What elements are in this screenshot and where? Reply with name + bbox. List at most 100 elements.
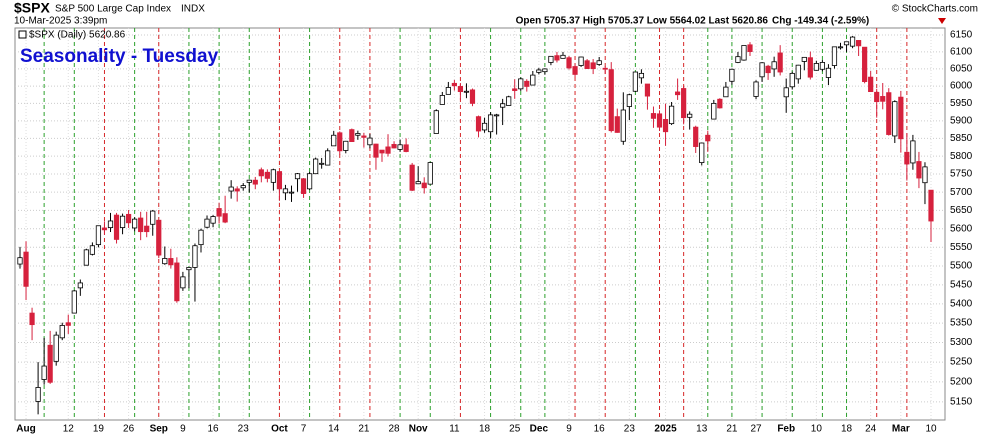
x-tick-label: 16	[207, 424, 219, 435]
x-tick-label: 23	[238, 424, 250, 435]
candle-body	[747, 44, 753, 52]
candle-body	[445, 87, 451, 95]
change: Chg -149.34 (-2.59%)	[772, 16, 869, 27]
candle-body	[512, 88, 518, 91]
x-tick-label: 10	[811, 424, 823, 435]
x-tick-label: 24	[865, 424, 877, 435]
x-tick-label: 2025	[654, 424, 677, 435]
candle-body	[331, 134, 337, 147]
x-tick-label: 27	[750, 424, 762, 435]
candle-body	[596, 60, 602, 65]
candle-body	[391, 144, 397, 149]
candle-body	[578, 56, 584, 66]
candle-body	[741, 45, 747, 61]
candle-body	[23, 251, 29, 287]
x-tick-label: 9	[180, 424, 186, 435]
candle-body	[132, 218, 138, 229]
candle-body	[560, 54, 566, 59]
x-tick-label: 23	[624, 424, 636, 435]
candle-body	[759, 62, 765, 78]
candle-body	[874, 91, 880, 103]
candle-body	[856, 40, 862, 47]
x-tick-label: 9	[566, 424, 572, 435]
candle-body	[572, 66, 578, 75]
y-tick-label: 5450	[950, 279, 973, 290]
x-tick-label: Mar	[892, 424, 910, 435]
candle-body	[825, 67, 832, 78]
candle-body	[192, 245, 198, 268]
candle-body	[831, 46, 838, 66]
x-tick-label: 13	[696, 424, 708, 435]
candle-body	[216, 208, 222, 217]
candle-body	[288, 191, 295, 194]
candle-body	[681, 88, 687, 119]
y-tick-label: 6150	[950, 30, 973, 41]
candle-body	[765, 65, 771, 74]
candle-body	[662, 119, 669, 133]
candle-body	[240, 185, 246, 189]
y-tick-label: 6050	[950, 64, 973, 75]
candle-body	[403, 144, 409, 152]
y-tick-label: 5650	[950, 205, 973, 216]
candle-body	[807, 57, 813, 78]
candle-body	[337, 132, 343, 152]
candle-body	[427, 162, 433, 185]
down-arrow	[938, 18, 946, 24]
candle-body	[35, 387, 41, 402]
candle-body	[524, 80, 530, 87]
candle-body	[904, 151, 910, 165]
quote: Open 5705.37 High 5705.37 Low 5564.02 La…	[516, 16, 769, 27]
candle-body	[656, 113, 663, 128]
candle-body	[264, 171, 270, 179]
candle-body	[892, 101, 898, 137]
candle-body	[668, 105, 675, 125]
index-name: S&P 500 Large Cap Index	[55, 4, 171, 15]
y-tick-label: 5150	[950, 396, 973, 407]
x-tick-label: 7	[301, 424, 307, 435]
candle-body	[47, 344, 53, 383]
candle-body	[89, 245, 95, 255]
candle-body	[735, 56, 741, 63]
candle-body	[319, 162, 325, 165]
y-tick-label: 5700	[950, 187, 973, 198]
candle-body	[306, 173, 313, 190]
candle-body	[819, 62, 826, 70]
candle-body	[53, 334, 59, 362]
candle-body	[753, 81, 759, 97]
candle-body	[107, 220, 114, 228]
candle-body	[469, 89, 476, 104]
candle-body	[650, 113, 657, 119]
candle-body	[644, 83, 651, 97]
y-tick-label: 5350	[950, 318, 973, 329]
candle-body	[379, 149, 385, 154]
candle-body	[638, 72, 645, 79]
candle-body	[687, 113, 693, 118]
candle-body	[156, 219, 162, 256]
candle-body	[584, 60, 590, 69]
y-tick-label: 6100	[950, 47, 973, 58]
candle-body	[886, 92, 892, 135]
y-tick-label: 5250	[950, 357, 973, 368]
candle-body	[282, 188, 289, 194]
y-tick-label: 5400	[950, 299, 973, 310]
candle-body	[837, 46, 844, 49]
y-tick-label: 6000	[950, 81, 973, 92]
candle-body	[397, 144, 403, 150]
candle-body	[922, 166, 928, 184]
candle-body	[554, 55, 560, 61]
candle-body	[632, 71, 638, 92]
legend: $SPX (Daily) 5620.86	[29, 30, 126, 41]
candle-body	[777, 52, 783, 73]
candle-body	[119, 215, 126, 228]
candle-body	[928, 189, 934, 222]
x-tick-label: 16	[594, 424, 606, 435]
legend-swatch	[18, 30, 27, 39]
candle-body	[536, 69, 542, 73]
candle-body	[421, 182, 427, 189]
candle-body	[276, 171, 283, 190]
candle-body	[590, 62, 596, 69]
candle-body	[457, 86, 464, 93]
candle-body	[373, 143, 379, 158]
candle-body	[711, 102, 717, 120]
x-tick-label: Nov	[409, 424, 428, 435]
